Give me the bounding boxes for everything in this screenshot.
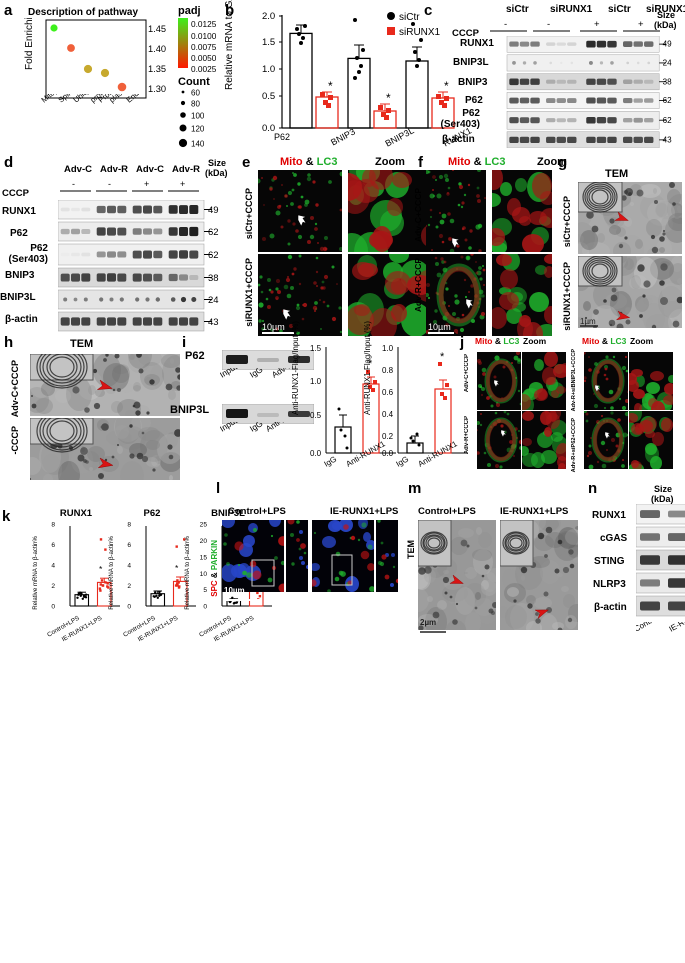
svg-text:0: 0 [51, 604, 55, 611]
svg-text:1.5: 1.5 [262, 37, 275, 48]
svg-text:0.0075: 0.0075 [191, 42, 217, 52]
svg-text:4: 4 [127, 563, 131, 570]
svg-text:Anti-RUNX1: Anti-RUNX1 [264, 422, 308, 434]
svg-text:0.0: 0.0 [310, 449, 322, 458]
svg-text:1µm: 1µm [580, 317, 596, 326]
svg-text:Adv-C: Adv-C [136, 164, 164, 175]
svg-text:-: - [72, 179, 75, 189]
svg-text:-: - [504, 19, 507, 30]
svg-text:80: 80 [191, 99, 200, 108]
svg-text:6: 6 [51, 542, 55, 549]
svg-text:1.5: 1.5 [310, 344, 322, 353]
svg-text:Adv-C: Adv-C [64, 164, 92, 175]
svg-text:8: 8 [51, 522, 55, 529]
svg-text:38: 38 [208, 273, 219, 284]
svg-text:8: 8 [127, 522, 131, 529]
svg-text:1.0: 1.0 [382, 344, 394, 353]
svg-text:-: - [108, 179, 111, 189]
svg-text:10µm: 10µm [262, 322, 285, 332]
svg-text:Adv-R: Adv-R [172, 164, 200, 175]
svg-text:0.4: 0.4 [382, 410, 394, 419]
svg-text:0.5: 0.5 [262, 91, 275, 102]
svg-text:5: 5 [203, 587, 207, 594]
svg-text:6: 6 [127, 542, 131, 549]
svg-text:2.0: 2.0 [262, 11, 275, 22]
svg-text:Endocytosis: Endocytosis [125, 94, 162, 105]
svg-text:*: * [386, 91, 391, 105]
svg-text:+: + [594, 19, 600, 30]
svg-text:Relative mRNA to β-actin%: Relative mRNA to β-actin% [108, 536, 115, 610]
svg-text:10: 10 [200, 571, 208, 578]
svg-text:+: + [638, 19, 644, 30]
svg-text:0: 0 [127, 604, 131, 611]
svg-text:20: 20 [200, 538, 208, 545]
svg-text:IgG: IgG [248, 422, 265, 434]
svg-text:+: + [180, 179, 185, 189]
svg-text:siCtr: siCtr [608, 4, 631, 15]
svg-text:0.0125: 0.0125 [191, 19, 217, 29]
svg-text:4: 4 [51, 563, 55, 570]
svg-text:140: 140 [191, 139, 205, 148]
svg-text:IE-RUNX1+LPS: IE-RUNX1+LPS [668, 622, 685, 634]
svg-text:*: * [440, 351, 445, 363]
svg-text:*: * [99, 564, 103, 574]
svg-text:120: 120 [191, 124, 205, 133]
svg-text:+: + [144, 179, 149, 189]
svg-text:0.5: 0.5 [310, 411, 322, 420]
svg-text:Fold Enrichiment: Fold Enrichiment [24, 18, 35, 70]
svg-text:IE-RUNX1+LPS: IE-RUNX1+LPS [213, 615, 255, 644]
svg-text:*: * [444, 79, 449, 93]
svg-text:Anti-RUNX1-Flag/Input (%): Anti-RUNX1-Flag/Input (%) [363, 321, 372, 415]
svg-text:25: 25 [200, 522, 208, 529]
svg-text:43: 43 [208, 317, 219, 328]
svg-text:*: * [175, 563, 179, 573]
svg-text:24: 24 [208, 295, 219, 306]
svg-text:0.0025: 0.0025 [191, 64, 217, 74]
svg-text:2: 2 [127, 583, 131, 590]
svg-text:62: 62 [208, 227, 219, 238]
svg-text:0.0100: 0.0100 [191, 31, 217, 41]
svg-text:Relative mRNA to β-actin%: Relative mRNA to β-actin% [184, 536, 191, 610]
svg-text:-: - [547, 19, 550, 30]
svg-text:*: * [328, 79, 333, 93]
svg-text:IgG: IgG [395, 454, 411, 468]
svg-text:Anti-RUNX1-Flag/Input (%): Anti-RUNX1-Flag/Input (%) [291, 321, 300, 415]
svg-text:Input: Input [220, 422, 239, 434]
svg-text:1.0: 1.0 [262, 64, 275, 75]
svg-text:0.0: 0.0 [382, 449, 394, 458]
svg-text:IE-RUNX1+LPS: IE-RUNX1+LPS [137, 615, 179, 644]
svg-text:10µm: 10µm [428, 322, 451, 332]
svg-text:1.30: 1.30 [148, 84, 166, 94]
svg-text:1.40: 1.40 [148, 44, 166, 54]
svg-text:Relative mRNA to GAPDH%: Relative mRNA to GAPDH% [224, 0, 235, 90]
svg-text:IgG: IgG [323, 454, 339, 468]
svg-text:60: 60 [191, 88, 200, 97]
svg-text:49: 49 [208, 205, 219, 216]
svg-text:siCtr: siCtr [506, 4, 529, 15]
svg-text:62: 62 [208, 250, 219, 261]
svg-text:Adv-R: Adv-R [100, 164, 128, 175]
svg-text:IgG: IgG [248, 368, 265, 380]
svg-text:Relative mRNA to β-actin%: Relative mRNA to β-actin% [32, 536, 39, 610]
svg-text:1.0: 1.0 [310, 377, 322, 386]
svg-text:0.2: 0.2 [382, 432, 394, 441]
svg-text:siRUNX1: siRUNX1 [550, 4, 593, 15]
svg-text:0.8: 0.8 [382, 366, 394, 375]
svg-text:Input: Input [220, 368, 239, 380]
svg-text:0.6: 0.6 [382, 388, 394, 397]
svg-text:1.35: 1.35 [148, 64, 166, 74]
svg-text:0.0050: 0.0050 [191, 53, 217, 63]
svg-text:0: 0 [203, 604, 207, 611]
svg-text:IE-RUNX1+LPS: IE-RUNX1+LPS [61, 615, 103, 644]
svg-text:100: 100 [191, 111, 205, 120]
svg-text:15: 15 [200, 554, 208, 561]
svg-text:1.45: 1.45 [148, 24, 166, 34]
svg-text:2: 2 [51, 583, 55, 590]
